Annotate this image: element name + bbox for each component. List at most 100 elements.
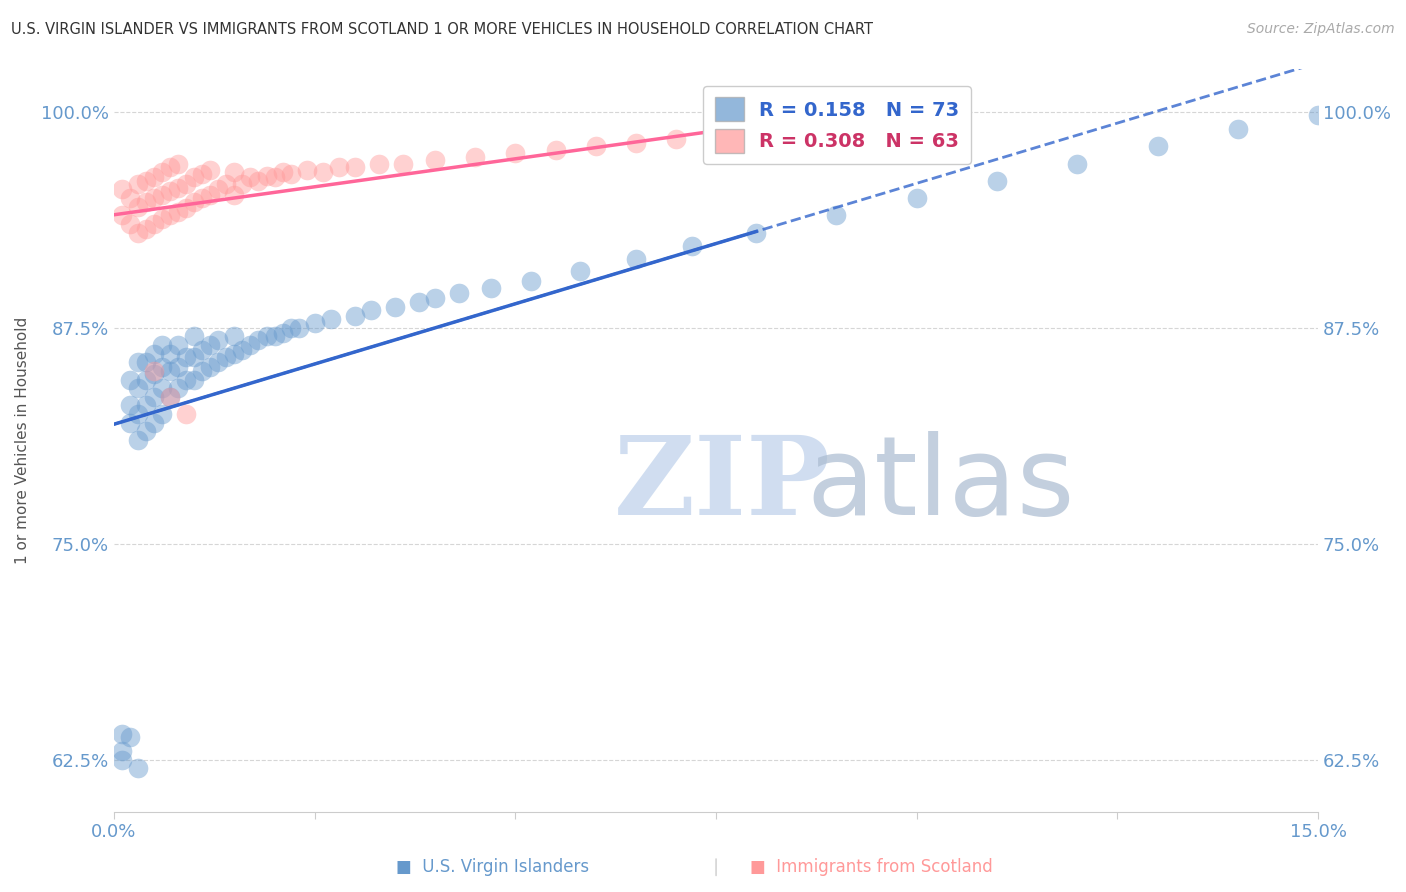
Point [263, 170, 285, 185]
Point [135, 194, 157, 209]
Point [127, 226, 149, 240]
Point [127, 200, 149, 214]
Point [464, 150, 486, 164]
Point [287, 320, 309, 334]
Point [304, 316, 326, 330]
Point [127, 433, 149, 447]
Point [544, 143, 567, 157]
Point [118, 399, 141, 413]
Point [745, 226, 768, 240]
Point [624, 136, 647, 150]
Point [905, 191, 928, 205]
Point [135, 425, 157, 439]
Point [568, 263, 591, 277]
Point [360, 303, 382, 318]
Point [681, 239, 703, 253]
Point [174, 407, 197, 421]
Text: U.S. VIRGIN ISLANDER VS IMMIGRANTS FROM SCOTLAND 1 OR MORE VEHICLES IN HOUSEHOLD: U.S. VIRGIN ISLANDER VS IMMIGRANTS FROM … [11, 22, 873, 37]
Point [159, 184, 181, 198]
Point [1226, 122, 1249, 136]
Point [191, 343, 214, 358]
Point [256, 169, 278, 183]
Point [745, 125, 768, 139]
Point [150, 381, 173, 395]
Point [159, 390, 181, 404]
Point [167, 205, 190, 219]
Point [183, 194, 205, 209]
Point [174, 350, 197, 364]
Point [150, 360, 173, 375]
Point [1146, 139, 1168, 153]
Point [704, 128, 727, 143]
Point [423, 291, 446, 305]
Point [231, 343, 253, 358]
Point [135, 355, 157, 369]
Point [231, 178, 253, 192]
Point [143, 368, 166, 382]
Point [111, 753, 134, 767]
Legend: R = 0.158   N = 73, R = 0.308   N = 63: R = 0.158 N = 73, R = 0.308 N = 63 [703, 86, 972, 164]
Point [312, 165, 335, 179]
Point [295, 163, 318, 178]
Point [384, 300, 406, 314]
Point [986, 174, 1008, 188]
Point [479, 281, 502, 295]
Point [343, 160, 366, 174]
Point [174, 372, 197, 386]
Point [183, 170, 205, 185]
Point [239, 170, 262, 185]
Text: ZIP: ZIP [613, 431, 831, 538]
Point [159, 390, 181, 404]
Point [624, 252, 647, 266]
Point [200, 163, 222, 178]
Text: ■  U.S. Virgin Islanders: ■ U.S. Virgin Islanders [395, 858, 589, 876]
Point [143, 416, 166, 430]
Point [118, 416, 141, 430]
Point [207, 333, 229, 347]
Point [224, 187, 246, 202]
Point [111, 727, 134, 741]
Point [1066, 156, 1088, 170]
Point [520, 274, 543, 288]
Point [167, 180, 190, 194]
Point [263, 329, 285, 343]
Point [143, 170, 166, 185]
Point [200, 360, 222, 375]
Point [905, 104, 928, 119]
Point [143, 346, 166, 360]
Point [111, 208, 134, 222]
Point [271, 326, 294, 340]
Point [183, 372, 205, 386]
Point [319, 312, 342, 326]
Point [191, 364, 214, 378]
Point [271, 165, 294, 179]
Point [167, 338, 190, 352]
Point [423, 153, 446, 167]
Point [111, 182, 134, 196]
Point [118, 191, 141, 205]
Point [224, 329, 246, 343]
Point [585, 139, 607, 153]
Point [183, 350, 205, 364]
Point [127, 407, 149, 421]
Point [174, 202, 197, 216]
Point [785, 122, 807, 136]
Point [111, 744, 134, 758]
Point [247, 333, 270, 347]
Point [135, 372, 157, 386]
Point [150, 211, 173, 226]
Point [183, 329, 205, 343]
Point [127, 178, 149, 192]
Point [215, 178, 238, 192]
Point [150, 187, 173, 202]
Point [207, 355, 229, 369]
Point [367, 156, 389, 170]
Point [280, 320, 302, 334]
Text: atlas: atlas [807, 431, 1074, 538]
Point [150, 407, 173, 421]
Point [191, 167, 214, 181]
Point [118, 730, 141, 744]
Point [665, 132, 688, 146]
Point [127, 355, 149, 369]
Point [135, 222, 157, 236]
